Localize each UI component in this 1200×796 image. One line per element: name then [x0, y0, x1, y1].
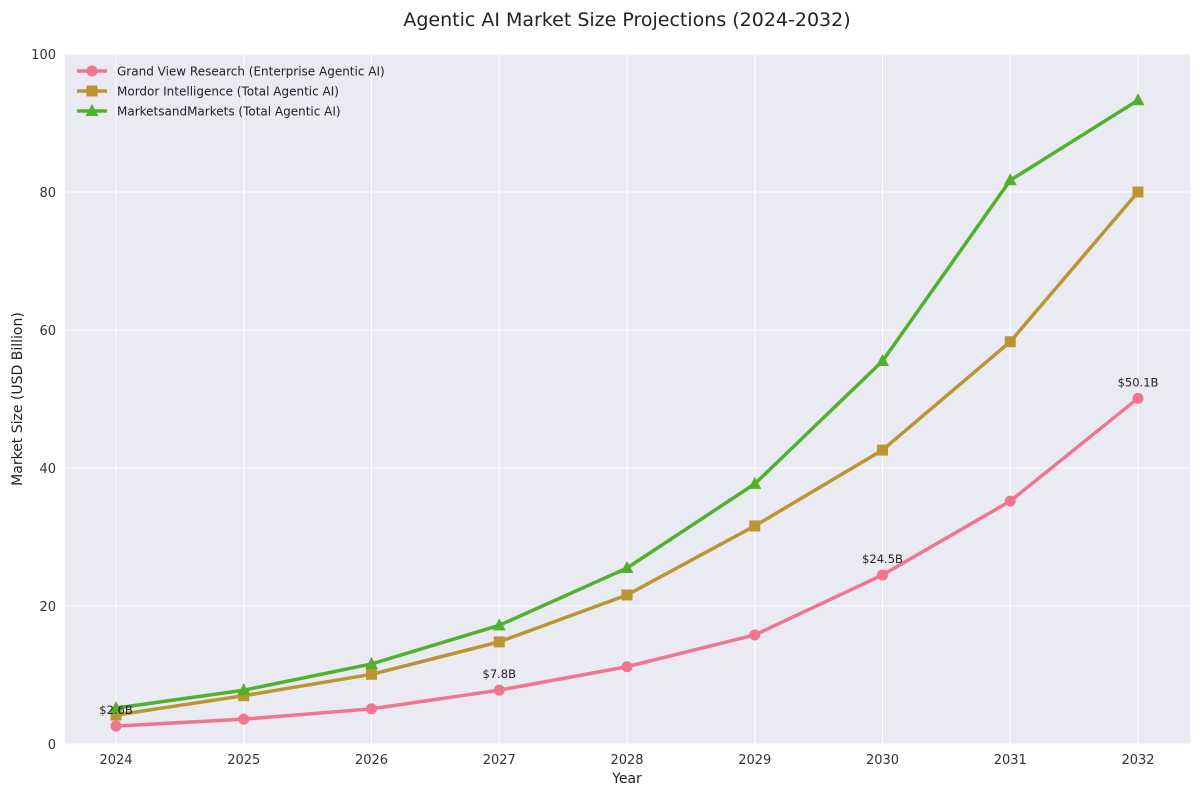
- data-point: [238, 690, 250, 702]
- legend-label: MarketsandMarkets (Total Agentic AI): [117, 105, 341, 119]
- x-tick-label: 2026: [355, 753, 388, 768]
- data-point: [366, 703, 377, 715]
- data-point: [621, 589, 633, 601]
- y-tick-label: 100: [31, 48, 56, 63]
- data-point: [238, 713, 250, 725]
- legend-label: Grand View Research (Enterprise Agentic …: [117, 65, 385, 79]
- legend-marker: [86, 65, 98, 77]
- y-tick-label: 80: [39, 186, 56, 201]
- data-point: [621, 661, 633, 673]
- x-tick-label: 2029: [738, 753, 771, 768]
- x-tick-label: 2024: [99, 753, 132, 768]
- data-point: [1004, 495, 1016, 507]
- x-tick-label: 2030: [866, 753, 899, 768]
- legend-entry: MarketsandMarkets (Total Agentic AI): [77, 104, 341, 119]
- data-label: $2.6B: [99, 703, 133, 717]
- data-point: [748, 476, 762, 489]
- x-tick-label: 2027: [483, 753, 516, 768]
- data-label: $24.5B: [862, 552, 903, 566]
- x-tick-label: 2025: [227, 753, 260, 768]
- data-point: [237, 683, 251, 696]
- legend: Grand View Research (Enterprise Agentic …: [77, 65, 385, 119]
- legend-entry: Mordor Intelligence (Total Agentic AI): [77, 85, 339, 99]
- series-square: [110, 186, 1144, 721]
- data-point: [1004, 336, 1016, 348]
- y-tick-label: 0: [48, 738, 56, 753]
- legend-marker: [85, 104, 99, 116]
- x-axis-label: Year: [611, 771, 642, 787]
- y-tick-label: 40: [39, 462, 56, 477]
- data-point: [365, 656, 378, 669]
- data-point: [1131, 93, 1145, 106]
- x-tick-label: 2031: [994, 753, 1027, 768]
- y-tick-label: 20: [39, 600, 56, 615]
- data-point: [110, 720, 122, 732]
- x-tick-label: 2028: [610, 753, 643, 768]
- data-point: [749, 520, 761, 532]
- legend-entry: Grand View Research (Enterprise Agentic …: [77, 65, 385, 79]
- data-point: [620, 561, 634, 574]
- legend-label: Mordor Intelligence (Total Agentic AI): [117, 85, 339, 99]
- data-point: [877, 444, 888, 456]
- x-tick-label: 2032: [1121, 753, 1154, 768]
- series-triangle: [109, 93, 1145, 714]
- data-point: [109, 701, 123, 714]
- data-point: [1003, 173, 1017, 186]
- data-point: [749, 629, 761, 641]
- series-circle: [110, 392, 1144, 732]
- data-point: [366, 668, 377, 680]
- data-point: [493, 684, 505, 696]
- y-axis-label: Market Size (USD Billion): [10, 312, 26, 486]
- data-point: [492, 618, 506, 631]
- data-point: [493, 636, 505, 648]
- chart-title: Agentic AI Market Size Projections (2024…: [403, 9, 850, 31]
- data-point: [110, 709, 122, 721]
- data-label: $7.8B: [483, 667, 517, 681]
- data-point: [1132, 186, 1144, 198]
- data-point: [877, 569, 888, 581]
- y-tick-label: 60: [39, 324, 56, 339]
- legend-marker: [86, 85, 98, 97]
- data-label: $50.1B: [1118, 375, 1159, 389]
- data-point: [876, 354, 889, 367]
- data-point: [1132, 392, 1144, 404]
